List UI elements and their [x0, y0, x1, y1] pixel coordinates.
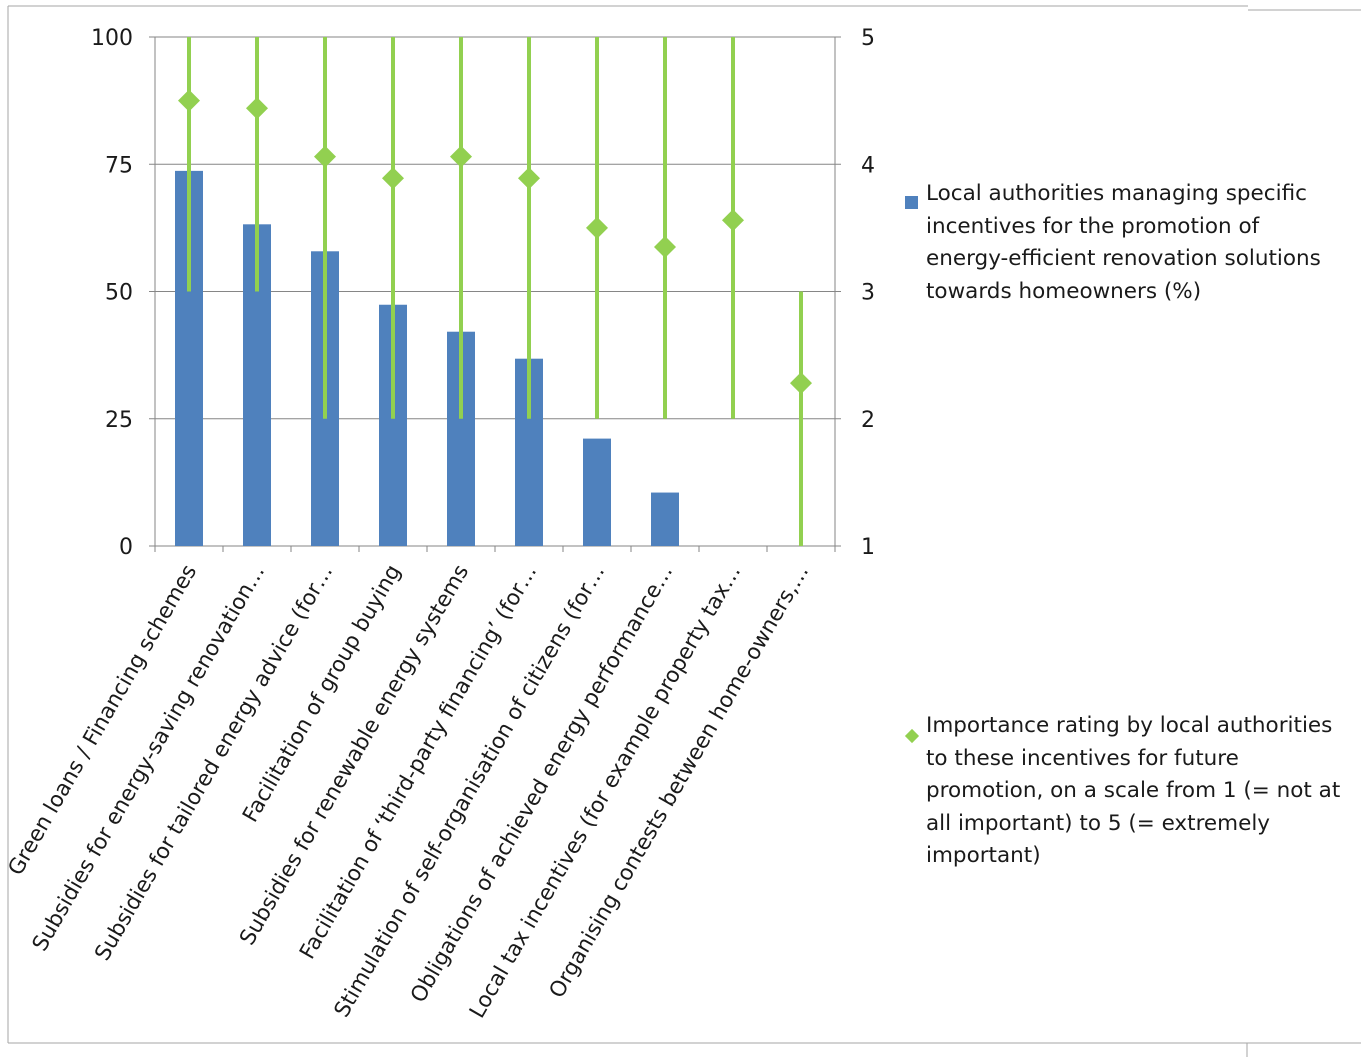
data-point — [178, 89, 200, 112]
left-tick-labels: 0 25 50 75 100 — [91, 26, 133, 560]
data-point — [382, 167, 404, 190]
right-tick-label: 3 — [861, 281, 875, 306]
legend-bar-label: Local authorities managing specific ince… — [926, 181, 1321, 304]
left-tick-label: 25 — [105, 408, 133, 433]
right-tick-label: 4 — [861, 153, 875, 178]
legend-diamond-label: Importance rating by local authorities t… — [926, 713, 1341, 868]
data-point — [586, 216, 608, 239]
data-point — [722, 209, 744, 232]
legend-entry-bars: Local authorities managing specific ince… — [905, 178, 1345, 308]
bar-series — [175, 170, 679, 546]
data-point — [518, 167, 540, 190]
legend-entry-diamonds: Importance rating by local authorities t… — [904, 710, 1345, 873]
range-series — [187, 37, 803, 546]
data-point — [314, 145, 336, 168]
left-tick-label: 75 — [105, 153, 133, 178]
category-label: Organising contests between home-owners,… — [545, 561, 815, 1003]
bar — [583, 438, 611, 546]
right-tick-label: 5 — [861, 26, 875, 51]
left-tick-label: 100 — [91, 26, 133, 51]
category-label: Obligations of achieved energy performan… — [406, 561, 678, 1008]
bar — [651, 492, 679, 546]
right-tick-label: 2 — [861, 408, 875, 433]
legend-diamond-marker — [904, 719, 920, 752]
data-point — [450, 145, 472, 168]
left-tick-label: 50 — [105, 281, 133, 306]
data-point — [654, 235, 676, 258]
data-point — [246, 97, 268, 120]
point-series — [178, 89, 812, 395]
right-tick-labels: 1 2 3 4 5 — [861, 26, 875, 560]
legend-bar-marker — [905, 187, 918, 220]
left-tick-label: 0 — [119, 535, 133, 560]
category-labels: Green loans / Financing schemesSubsidies… — [3, 561, 814, 1023]
data-point — [790, 372, 812, 395]
right-tick-label: 1 — [861, 535, 875, 560]
